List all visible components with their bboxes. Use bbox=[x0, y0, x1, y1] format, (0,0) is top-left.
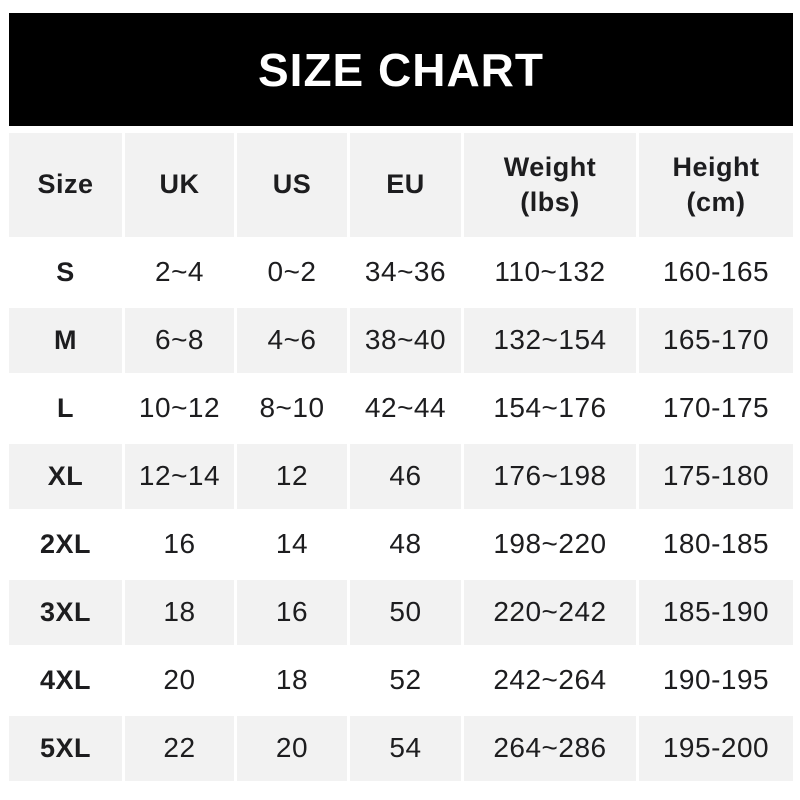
weight-cell: 198~220 bbox=[464, 512, 636, 577]
us-cell: 0~2 bbox=[237, 240, 347, 305]
column-header-sublabel: (lbs) bbox=[520, 187, 580, 217]
height-cell: 180-185 bbox=[639, 512, 793, 577]
height-cell: 175-180 bbox=[639, 444, 793, 509]
eu-cell: 50 bbox=[350, 580, 461, 645]
weight-cell: 220~242 bbox=[464, 580, 636, 645]
banner-title: SIZE CHART bbox=[258, 43, 544, 96]
column-header-label: US bbox=[272, 169, 312, 200]
eu-cell: 42~44 bbox=[350, 376, 461, 441]
uk-cell: 12~14 bbox=[125, 444, 234, 509]
weight-cell: 110~132 bbox=[464, 240, 636, 305]
size-cell: L bbox=[9, 376, 122, 441]
us-cell: 12 bbox=[237, 444, 347, 509]
us-cell: 16 bbox=[237, 580, 347, 645]
size-table: Size UK US EU Weight (lbs) Height (cm) S… bbox=[9, 133, 793, 781]
column-header-uk: UK bbox=[125, 133, 234, 237]
weight-cell: 242~264 bbox=[464, 648, 636, 713]
column-header-label: Weight bbox=[503, 151, 597, 182]
size-cell: M bbox=[9, 308, 122, 373]
us-cell: 20 bbox=[237, 716, 347, 781]
weight-cell: 176~198 bbox=[464, 444, 636, 509]
height-cell: 160-165 bbox=[639, 240, 793, 305]
us-cell: 4~6 bbox=[237, 308, 347, 373]
uk-cell: 20 bbox=[125, 648, 234, 713]
eu-cell: 34~36 bbox=[350, 240, 461, 305]
size-cell: 4XL bbox=[9, 648, 122, 713]
weight-cell: 264~286 bbox=[464, 716, 636, 781]
us-cell: 8~10 bbox=[237, 376, 347, 441]
size-cell: XL bbox=[9, 444, 122, 509]
eu-cell: 46 bbox=[350, 444, 461, 509]
uk-cell: 6~8 bbox=[125, 308, 234, 373]
size-cell: 5XL bbox=[9, 716, 122, 781]
eu-cell: 38~40 bbox=[350, 308, 461, 373]
column-header-label: Height bbox=[672, 151, 760, 182]
us-cell: 18 bbox=[237, 648, 347, 713]
column-header-height: Height (cm) bbox=[639, 133, 793, 237]
height-cell: 195-200 bbox=[639, 716, 793, 781]
eu-cell: 54 bbox=[350, 716, 461, 781]
column-header-label: UK bbox=[159, 169, 200, 200]
size-cell: 2XL bbox=[9, 512, 122, 577]
column-header-label: EU bbox=[386, 169, 425, 200]
uk-cell: 16 bbox=[125, 512, 234, 577]
column-header-weight: Weight (lbs) bbox=[464, 133, 636, 237]
uk-cell: 10~12 bbox=[125, 376, 234, 441]
height-cell: 185-190 bbox=[639, 580, 793, 645]
weight-cell: 154~176 bbox=[464, 376, 636, 441]
size-cell: S bbox=[9, 240, 122, 305]
height-cell: 190-195 bbox=[639, 648, 793, 713]
column-header-size: Size bbox=[9, 133, 122, 237]
column-header-us: US bbox=[237, 133, 347, 237]
column-header-sublabel: (cm) bbox=[686, 187, 746, 217]
weight-cell: 132~154 bbox=[464, 308, 636, 373]
eu-cell: 52 bbox=[350, 648, 461, 713]
eu-cell: 48 bbox=[350, 512, 461, 577]
uk-cell: 2~4 bbox=[125, 240, 234, 305]
us-cell: 14 bbox=[237, 512, 347, 577]
uk-cell: 18 bbox=[125, 580, 234, 645]
size-chart-banner: SIZE CHART bbox=[9, 13, 793, 126]
column-header-eu: EU bbox=[350, 133, 461, 237]
column-header-label: Size bbox=[37, 169, 94, 200]
height-cell: 165-170 bbox=[639, 308, 793, 373]
uk-cell: 22 bbox=[125, 716, 234, 781]
size-cell: 3XL bbox=[9, 580, 122, 645]
height-cell: 170-175 bbox=[639, 376, 793, 441]
